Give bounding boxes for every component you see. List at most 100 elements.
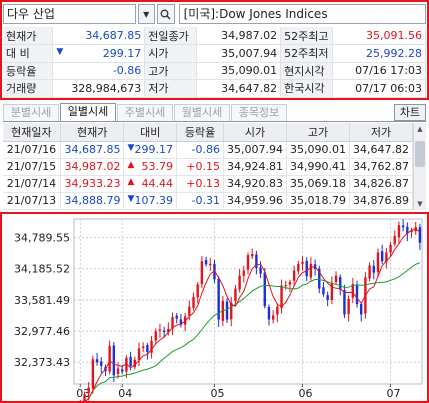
column-header[interactable]: 대비 [123,123,178,142]
candle-body [162,330,166,332]
scroll-down-icon[interactable]: ▼ [417,200,423,208]
quote-row: 대 비 ▼ 299.17 시가 35,007.94 52주최저 25,992.28 [3,44,426,63]
quote-label: 시가 [144,44,198,63]
cell-high: 35,018.79 [286,192,350,210]
cell-text: 44.44 [141,177,174,190]
y-tick-label: 34,789.55 [14,232,70,245]
quote-label: 대 비 [3,44,54,63]
quote-value: 35,007.94 [196,44,282,63]
index-name-display: [미국]:Dow Jones Indices [178,4,426,24]
candle-body [410,230,413,233]
candle-body [297,263,300,272]
arrow-down-icon: ▼ [56,46,64,57]
candle-body [100,361,103,366]
cell-text: 34,990.41 [289,160,346,173]
candle-body [188,306,191,316]
search-icon[interactable] [156,4,175,24]
candle-body [385,252,388,263]
column-header[interactable]: 고가 [286,123,350,142]
quote-summary-table: 현재가 34,687.85 전일종가 34,987.02 52주최고 35,091.56 대… [3,27,426,98]
quote-value-text: 25,992.28 [366,46,422,60]
tab-3[interactable]: 월별시세 [174,104,230,121]
table-row[interactable]: 21/07/14 34,933.23 ▲ 44.44 +0.13 34,920.83 35,… [3,175,414,193]
cell-chg: ▲ 53.79 [123,158,178,176]
candle-body [91,359,95,389]
candle-body [280,285,283,308]
scroll-up-icon[interactable]: ▲ [417,125,423,133]
chevron-down-icon[interactable]: ▼ [137,4,155,24]
cell-text: 34,826.87 [353,177,409,190]
quote-row: 현재가 34,687.85 전일종가 34,987.02 52주최고 35,091.56 [3,27,426,45]
tab-2[interactable]: 주별시세 [117,104,173,121]
cell-text: 35,018.79 [289,194,346,207]
candle-body [175,315,178,319]
quote-row: 거래량 328,984,673 저가 34,647.82 한국시각 07/17 06:03 [3,79,426,98]
quote-label: 52주최고 [280,27,334,45]
tab-0[interactable]: 분별시세 [3,104,59,121]
moving-average-short [84,228,421,401]
quote-value-text: 07/17 06:03 [355,81,422,95]
cell-text: 35,090.01 [289,143,346,156]
cell-pct: -0.31 [176,192,224,210]
candle-body [318,268,321,289]
cell-text: 34,987.02 [64,160,121,173]
symbol-search-input[interactable]: 다우 산업 [3,4,136,24]
candle-body [406,226,409,234]
candle-body [112,345,116,376]
chart-button[interactable]: 차트 [394,104,426,121]
tab-4[interactable]: 종목정보 [231,104,287,121]
candle-body [255,254,258,268]
quote-label: 거래량 [3,79,54,98]
table-row[interactable]: 21/07/13 34,888.79 ▼ 107.39 -0.31 34,959.96 35… [3,192,414,210]
cell-high: 34,990.41 [286,158,350,176]
candlestick-chart: 34,789.55 34,185.52 33,581.49 32,977.46 32,3… [14,218,423,401]
cell-text: 21/07/13 [6,194,57,207]
column-header[interactable]: 시가 [223,123,287,142]
quote-value: 328,984,673 [52,79,146,98]
cell-open: 35,007.94 [223,141,287,159]
cell-date: 21/07/15 [3,158,61,176]
table-row[interactable]: 21/07/15 34,987.02 ▲ 53.79 +0.15 34,924.81 34,… [3,158,414,176]
candle-body [167,328,170,333]
history-scrollbar[interactable]: ▲ ▼ [413,123,426,210]
arrow-up-icon: ▲ [127,160,135,170]
candle-body [393,236,396,244]
table-row[interactable]: 21/07/16 34,687.85 ▼ 299.17 -0.86 35,007.94 35… [3,141,414,159]
cell-pct: +0.13 [176,175,224,193]
quote-label: 한국시각 [280,79,334,98]
candle-body [87,387,90,394]
candle-body [125,357,128,372]
candle-body [330,282,334,300]
cell-low: 34,647.82 [349,141,414,159]
cell-text: 34,687.85 [64,143,121,156]
candle-body [355,284,359,305]
x-tick-label: 05 [210,387,224,400]
candle-body [271,315,275,320]
candle-body [171,316,174,329]
candle-body [196,284,199,298]
quote-label: 고가 [144,62,198,80]
arrow-down-icon: ▼ [127,143,135,153]
column-header[interactable]: 현재일자 [3,123,61,142]
quote-value: ▼ 299.17 [52,44,146,63]
candle-body [418,227,422,243]
quote-value-text: -0.86 [112,64,142,78]
cell-text: 34,647.82 [353,143,409,156]
column-header[interactable]: 현재가 [60,123,125,142]
candle-body [217,278,220,320]
column-header[interactable]: 저가 [349,123,414,142]
quote-value: 25,992.28 [332,44,426,63]
cell-low: 34,876.89 [349,192,414,210]
candle-body [179,319,183,325]
candle-body [146,345,149,353]
tab-1[interactable]: 일별시세 [60,103,116,121]
candle-body [150,340,153,353]
quote-value: 34,647.82 [196,79,282,98]
cell-pct: +0.15 [176,158,224,176]
column-header[interactable]: 등락율 [176,123,224,142]
quote-value-text: 34,687.85 [85,29,142,42]
candle-body [230,302,233,320]
cell-text: 21/07/16 [6,143,57,156]
scroll-thumb[interactable] [415,141,425,167]
cell-text: +0.13 [186,177,220,190]
